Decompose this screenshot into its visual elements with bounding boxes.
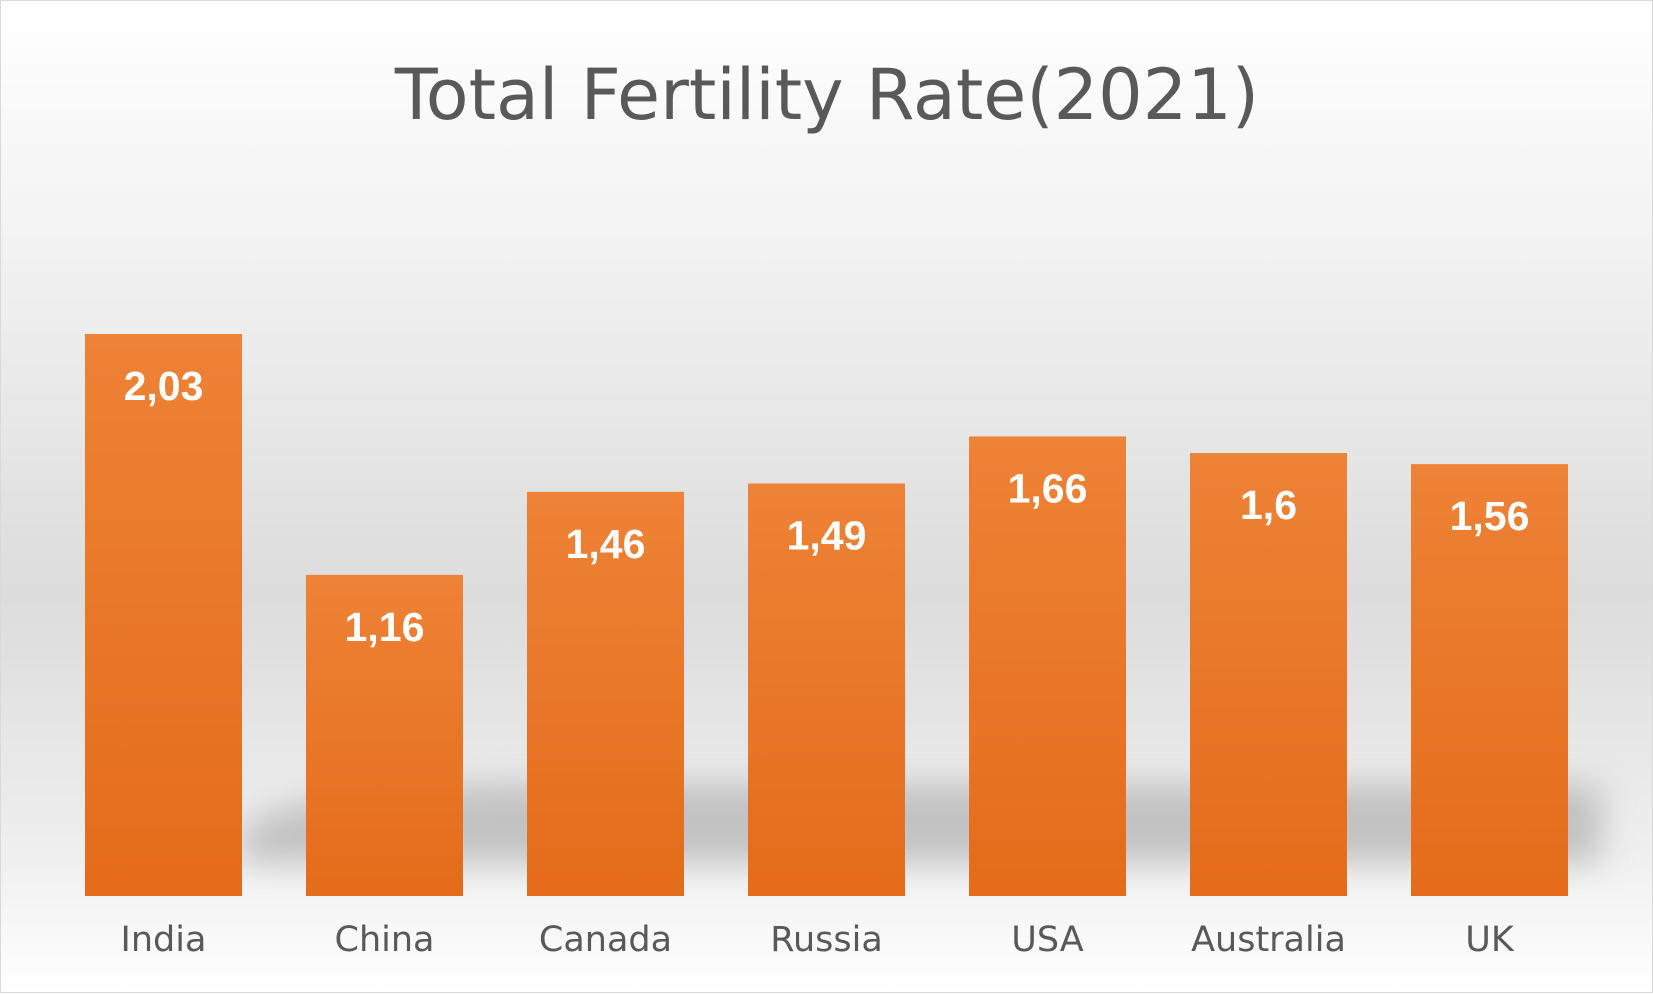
bar-usa [969,436,1126,896]
bar-australia [1190,453,1347,896]
chart-title: Total Fertility Rate(2021) [394,54,1259,136]
category-label-usa: USA [1011,920,1083,960]
bars: 2,03 India 1,16 China 1,46 Canada 1,49 Russia 1,… [85,334,1568,960]
category-label-uk: UK [1465,920,1515,960]
category-label-russia: Russia [770,920,883,960]
data-label-china: 1,16 [345,604,425,650]
bar-china [306,574,463,896]
data-label-australia: 1,6 [1240,482,1297,528]
category-label-china: China [335,920,435,960]
bar-canada [527,491,684,896]
bar-uk [1411,464,1568,896]
data-label-india: 2,03 [124,363,204,409]
category-label-canada: Canada [539,920,672,960]
data-label-usa: 1,66 [1008,465,1088,511]
data-label-russia: 1,49 [787,512,867,558]
bar-india [85,334,242,896]
category-label-australia: Australia [1191,920,1346,960]
data-label-canada: 1,46 [566,521,646,567]
category-label-india: India [121,920,207,960]
bar-russia [748,483,905,896]
data-label-uk: 1,56 [1450,493,1530,539]
